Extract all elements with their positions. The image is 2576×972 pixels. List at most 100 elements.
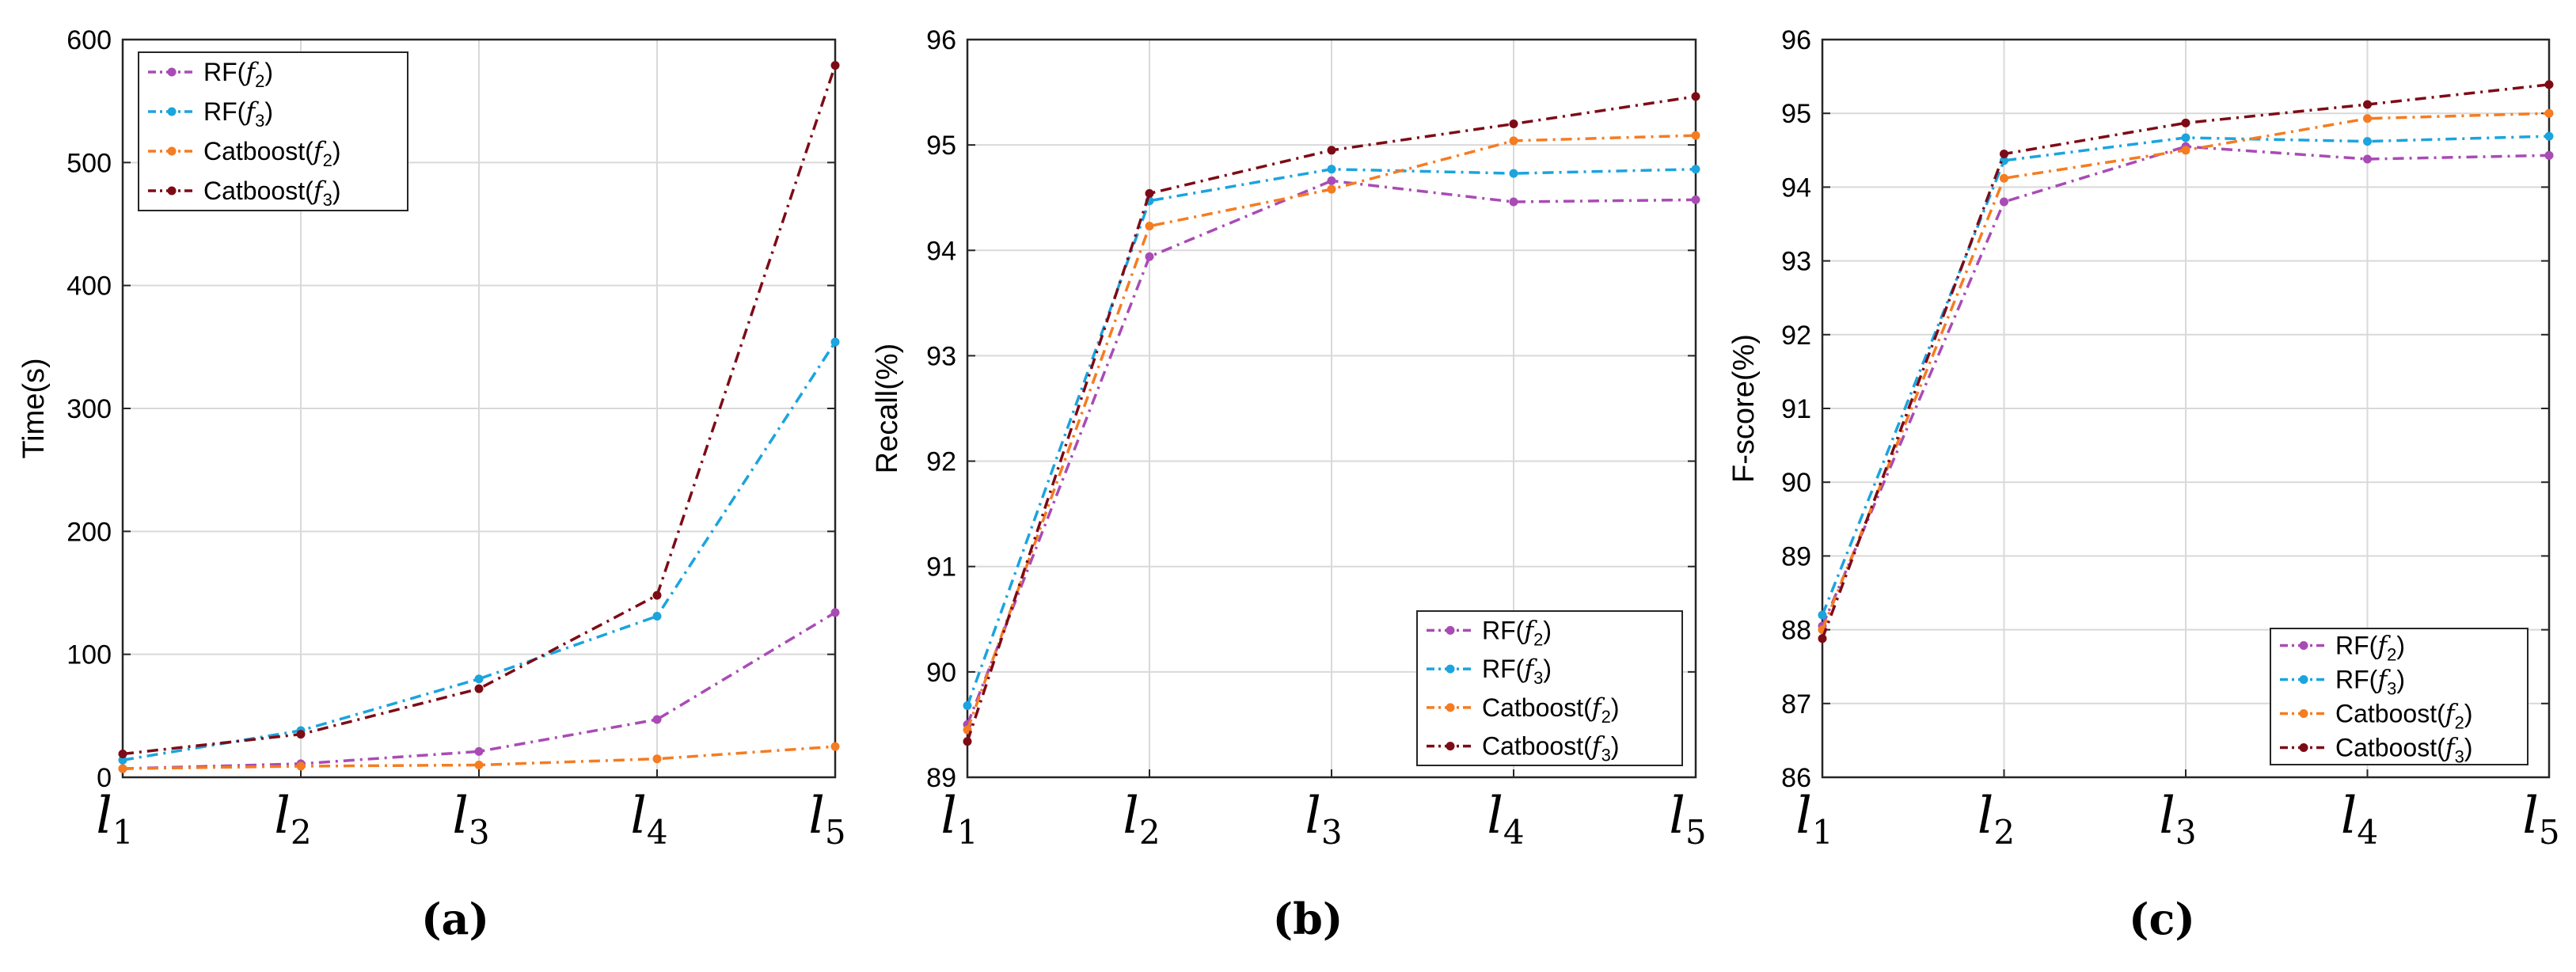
data-point bbox=[2181, 133, 2190, 142]
data-point bbox=[118, 749, 127, 758]
data-point bbox=[296, 730, 306, 739]
x-tick-base: l bbox=[2522, 787, 2538, 845]
x-tick-subscript: 4 bbox=[647, 813, 668, 852]
data-point bbox=[652, 754, 662, 764]
legend-swatch-marker bbox=[1446, 703, 1455, 712]
y-tick-label: 90 bbox=[1781, 468, 1811, 498]
data-point bbox=[1327, 184, 1336, 194]
legend-label-close: ) bbox=[2464, 700, 2473, 728]
x-tick-label: l4 bbox=[1487, 787, 1524, 852]
data-point bbox=[1691, 165, 1700, 174]
x-tick-base: l bbox=[808, 787, 824, 845]
legend-label-close: ) bbox=[1543, 655, 1552, 683]
legend-label-subscript: 3 bbox=[2387, 679, 2396, 699]
data-point bbox=[2000, 149, 2008, 158]
panel-caption: (a) bbox=[421, 894, 489, 944]
data-point bbox=[1327, 165, 1336, 174]
legend-label-subscript: 2 bbox=[1533, 629, 1543, 649]
legend-label-subscript: 2 bbox=[2387, 645, 2396, 665]
y-tick-label: 89 bbox=[1781, 541, 1811, 571]
data-point bbox=[474, 760, 484, 769]
y-axis-label: F-score(%) bbox=[1727, 334, 1761, 483]
data-point bbox=[1509, 136, 1518, 146]
legend-swatch-marker bbox=[167, 186, 177, 196]
legend-label-text: RF( bbox=[2335, 632, 2378, 660]
y-tick-label: 88 bbox=[1781, 616, 1811, 646]
x-tick-subscript: 2 bbox=[1993, 813, 2015, 852]
x-tick-base: l bbox=[940, 787, 956, 845]
legend-swatch-marker bbox=[1446, 664, 1455, 674]
legend-label-subscript: 3 bbox=[255, 111, 264, 131]
data-point bbox=[118, 764, 127, 773]
legend-label: RF(f2) bbox=[2335, 631, 2405, 665]
y-tick-label: 94 bbox=[926, 236, 956, 266]
y-tick-label: 300 bbox=[66, 394, 112, 424]
legend-label-text: Catboost( bbox=[1482, 693, 1592, 722]
legend-label-subscript: 2 bbox=[1601, 707, 1611, 727]
y-tick-label: 0 bbox=[97, 763, 112, 793]
legend-label-subscript: 3 bbox=[323, 190, 332, 210]
legend-label: RF(f3) bbox=[203, 97, 273, 131]
x-tick-label: l3 bbox=[1305, 787, 1342, 852]
y-tick-label: 92 bbox=[926, 447, 956, 477]
legend-label: Catboost(f3) bbox=[2335, 733, 2472, 767]
legend-label-text: Catboost( bbox=[1482, 732, 1592, 761]
legend-label: RF(f3) bbox=[2335, 665, 2405, 699]
data-point bbox=[2000, 173, 2008, 183]
legend-label-text: RF( bbox=[203, 97, 246, 126]
legend-label-text: Catboost( bbox=[2335, 734, 2445, 762]
x-tick-subscript: 4 bbox=[2357, 813, 2378, 852]
x-tick-base: l bbox=[630, 787, 646, 845]
legend-label-close: ) bbox=[1611, 732, 1620, 761]
x-tick-label: l1 bbox=[96, 787, 133, 852]
x-tick-label: l1 bbox=[940, 787, 978, 852]
x-tick-subscript: 5 bbox=[2539, 813, 2560, 852]
y-tick-label: 200 bbox=[66, 517, 112, 547]
legend-label-subscript: 3 bbox=[1533, 668, 1543, 688]
y-tick-label: 95 bbox=[926, 131, 956, 161]
y-tick-label: 600 bbox=[66, 25, 112, 55]
data-point bbox=[1509, 169, 1518, 178]
x-tick-label: l3 bbox=[2159, 787, 2196, 852]
legend-label: Catboost(f3) bbox=[1482, 731, 1619, 765]
x-tick-label: l2 bbox=[274, 787, 311, 852]
legend-label-close: ) bbox=[332, 137, 341, 165]
y-tick-label: 94 bbox=[1781, 173, 1811, 203]
legend-label-close: ) bbox=[1611, 693, 1620, 722]
y-tick-label: 89 bbox=[926, 763, 956, 793]
legend-label-close: ) bbox=[2396, 666, 2405, 694]
y-tick-label: 91 bbox=[1781, 394, 1811, 424]
x-tick-subscript: 1 bbox=[1812, 813, 1833, 852]
legend-label-text: RF( bbox=[1482, 655, 1525, 683]
legend-label-close: ) bbox=[264, 97, 273, 126]
x-tick-label: l5 bbox=[1669, 787, 1706, 852]
series-line-1 bbox=[122, 611, 836, 770]
x-tick-subscript: 2 bbox=[1139, 813, 1161, 852]
data-point bbox=[2544, 108, 2554, 118]
legend-label: Catboost(f2) bbox=[1482, 693, 1619, 727]
x-tick-base: l bbox=[452, 787, 468, 845]
legend-swatch-marker bbox=[2299, 641, 2308, 650]
y-tick-label: 92 bbox=[1781, 321, 1811, 351]
x-tick-base: l bbox=[1978, 787, 1993, 845]
series-line-1 bbox=[1821, 145, 2550, 627]
x-tick-base: l bbox=[96, 787, 112, 845]
legend-label-close: ) bbox=[332, 177, 341, 205]
legend: RF(f2)RF(f3)Catboost(f2)Catboost(f3) bbox=[138, 51, 408, 211]
data-point bbox=[2363, 154, 2372, 164]
x-tick-label: l5 bbox=[808, 787, 845, 852]
x-tick-base: l bbox=[1487, 787, 1503, 845]
legend-label-subscript: 3 bbox=[1601, 746, 1611, 765]
x-tick-subscript: 3 bbox=[1321, 813, 1343, 852]
x-tick-label: l5 bbox=[2522, 787, 2559, 852]
series-line-1 bbox=[966, 179, 1696, 726]
x-tick-base: l bbox=[1669, 787, 1685, 845]
legend-swatch-marker bbox=[1446, 742, 1455, 751]
data-point bbox=[1691, 131, 1700, 140]
x-tick-subscript: 4 bbox=[1503, 813, 1525, 852]
legend-box bbox=[138, 51, 408, 211]
data-point bbox=[1145, 252, 1154, 261]
legend: RF(f2)RF(f3)Catboost(f2)Catboost(f3) bbox=[2270, 628, 2529, 767]
